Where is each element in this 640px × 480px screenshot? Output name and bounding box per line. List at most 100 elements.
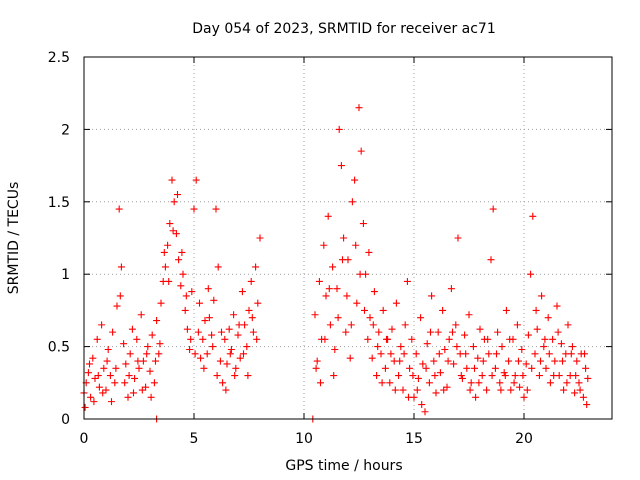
data-point (533, 325, 541, 333)
data-point (116, 292, 124, 300)
data-point (549, 335, 557, 343)
data-point (99, 389, 107, 397)
data-point (369, 321, 377, 329)
data-point (232, 364, 240, 372)
data-point (187, 335, 195, 343)
data-point (165, 277, 173, 285)
data-point (348, 198, 356, 206)
data-point (156, 340, 164, 348)
data-point (329, 263, 337, 271)
data-point (98, 321, 106, 329)
data-point (519, 372, 527, 380)
data-point (164, 241, 172, 249)
data-point (199, 335, 207, 343)
data-point (138, 386, 146, 394)
data-point (541, 335, 549, 343)
data-point (405, 393, 412, 401)
data-point (522, 360, 530, 368)
data-point (487, 256, 495, 264)
data-point (507, 386, 515, 394)
data-point (209, 343, 217, 351)
data-point (311, 311, 319, 319)
data-point (423, 340, 431, 348)
data-point (148, 331, 156, 339)
data-point (179, 270, 187, 278)
data-point (453, 343, 461, 351)
plot-frame (83, 56, 613, 420)
data-point (84, 369, 92, 377)
data-point (399, 386, 407, 394)
y-tick-label: 1 (61, 267, 70, 283)
data-point (545, 350, 553, 358)
data-point (572, 372, 580, 380)
data-point (425, 379, 433, 387)
data-point (546, 379, 554, 387)
data-point (117, 263, 125, 271)
data-point (364, 335, 372, 343)
data-point (235, 321, 243, 329)
data-point (196, 299, 203, 307)
data-point (175, 256, 183, 264)
data-point (505, 357, 513, 365)
data-point (421, 408, 429, 416)
data-point (449, 328, 456, 336)
data-point (581, 350, 588, 358)
data-point (428, 292, 436, 300)
data-point (89, 354, 97, 362)
data-point (108, 398, 115, 406)
data-point (542, 364, 550, 372)
data-point (201, 317, 209, 325)
data-point (483, 386, 491, 394)
x-tick-label: 5 (190, 431, 199, 447)
data-point (226, 350, 234, 358)
data-point (352, 241, 360, 249)
data-point (238, 288, 246, 296)
data-point (559, 357, 566, 365)
data-point (401, 321, 409, 329)
data-point (150, 379, 158, 387)
data-point (436, 369, 444, 377)
data-point (112, 364, 120, 372)
x-tick-label: 0 (80, 431, 89, 447)
data-point (153, 317, 161, 325)
data-point (485, 350, 493, 358)
data-point (113, 302, 121, 310)
data-point (243, 343, 251, 351)
data-point (474, 354, 482, 362)
data-point (445, 335, 453, 343)
data-point (347, 321, 355, 329)
data-point (315, 277, 323, 285)
data-point (488, 372, 496, 380)
data-point (524, 331, 532, 339)
data-point (87, 393, 95, 401)
data-point (221, 335, 229, 343)
data-point (160, 248, 168, 256)
data-point (95, 383, 103, 391)
data-point (93, 335, 101, 343)
data-point (134, 357, 142, 365)
data-point (355, 104, 363, 112)
data-point (475, 379, 483, 387)
data-point (94, 372, 102, 380)
data-point (312, 364, 320, 372)
data-point (191, 350, 199, 358)
data-point (567, 350, 575, 358)
data-point (408, 335, 416, 343)
data-point (582, 364, 590, 372)
data-point (465, 311, 473, 319)
data-point (142, 383, 150, 391)
data-point (444, 357, 452, 365)
data-point (356, 270, 364, 278)
data-point (417, 314, 425, 322)
data-point (351, 176, 359, 184)
data-point (366, 314, 374, 322)
data-point (320, 241, 328, 249)
data-point (544, 314, 552, 322)
data-point (529, 212, 537, 220)
data-point (186, 345, 194, 353)
data-point (557, 340, 565, 348)
data-point (434, 328, 442, 336)
data-point (131, 374, 139, 382)
data-point (90, 398, 98, 406)
data-point (489, 205, 497, 213)
